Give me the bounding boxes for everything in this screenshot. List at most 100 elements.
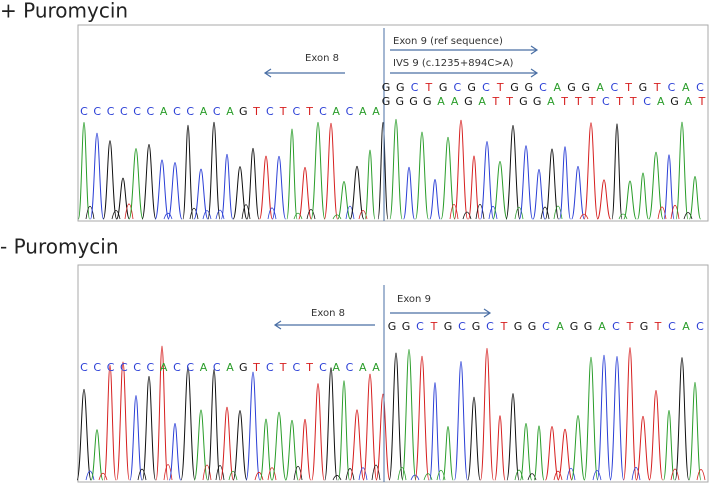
base: A xyxy=(684,95,692,108)
trace-peak xyxy=(674,357,690,481)
trace-peak xyxy=(245,371,261,481)
base: G xyxy=(464,95,473,108)
base: C xyxy=(293,105,301,118)
trace-peak xyxy=(429,178,441,220)
base: T xyxy=(430,320,438,333)
trace-peak xyxy=(362,373,378,481)
trace-peak xyxy=(401,348,417,481)
trace-peak xyxy=(193,409,209,481)
trace-peak xyxy=(637,172,649,220)
trace-peak xyxy=(349,165,365,220)
base: C xyxy=(80,105,88,118)
trace-noise xyxy=(397,466,407,481)
base: A xyxy=(160,105,168,118)
base: C xyxy=(173,105,181,118)
base: G xyxy=(396,81,405,94)
trace-noise xyxy=(332,214,342,220)
trace-peak xyxy=(180,366,196,481)
trace-peak xyxy=(338,380,350,481)
trace-peak xyxy=(271,411,287,481)
trace-peak xyxy=(583,122,599,220)
trace-peak xyxy=(494,415,506,481)
trace-peak xyxy=(168,423,182,481)
trace-peak xyxy=(414,355,430,481)
trace-peak xyxy=(533,425,545,481)
trace-peak xyxy=(454,360,468,481)
trace-noise xyxy=(124,203,134,220)
base: T xyxy=(505,95,513,108)
base: G xyxy=(567,81,576,94)
trace-noise xyxy=(631,467,641,481)
trace-peak xyxy=(142,375,156,481)
trace-peak xyxy=(467,396,481,481)
base: A xyxy=(359,361,367,374)
trace-noise xyxy=(670,468,680,481)
trace-peak xyxy=(76,388,92,481)
trace-noise xyxy=(345,468,355,481)
base: C xyxy=(411,81,419,94)
base: C xyxy=(612,320,620,333)
trace-peak xyxy=(442,426,454,481)
trace-peak xyxy=(116,177,130,220)
trace-peak xyxy=(519,423,533,481)
base: A xyxy=(200,361,208,374)
base: G xyxy=(528,320,537,333)
chromatogram-frame xyxy=(77,264,709,483)
trace-noise xyxy=(202,464,212,481)
trace-peak xyxy=(570,415,586,481)
base: C xyxy=(93,361,101,374)
trace-peak xyxy=(663,154,675,220)
trace-peak xyxy=(596,354,612,481)
trace-peak xyxy=(220,406,234,481)
base: C xyxy=(482,81,490,94)
trace-peak xyxy=(364,149,376,220)
trace-peak xyxy=(415,131,429,220)
base: G xyxy=(382,95,391,108)
trace-noise xyxy=(228,470,238,481)
base: C xyxy=(186,361,194,374)
trace-peak xyxy=(518,145,534,220)
base: C xyxy=(696,320,704,333)
trace-noise xyxy=(189,207,199,220)
trace-peak xyxy=(648,390,664,481)
trace-noise xyxy=(423,473,433,481)
trace-noise xyxy=(592,470,602,481)
base: A xyxy=(598,320,606,333)
base: C xyxy=(266,361,274,374)
base: C xyxy=(133,361,141,374)
arrow xyxy=(263,68,345,78)
trace-peak xyxy=(220,153,234,220)
trace-peak xyxy=(77,121,91,220)
trace-peak xyxy=(688,176,702,220)
base: C xyxy=(147,105,155,118)
trace-peak xyxy=(310,121,326,220)
trace-peak xyxy=(128,148,144,220)
arrow xyxy=(390,68,539,78)
base: C xyxy=(486,320,494,333)
base: A xyxy=(372,105,380,118)
chromatogram xyxy=(77,118,702,220)
base: A xyxy=(372,361,380,374)
base: T xyxy=(305,105,313,118)
base: T xyxy=(492,95,500,108)
base: A xyxy=(200,105,208,118)
base: G xyxy=(472,320,481,333)
base: T xyxy=(252,361,260,374)
trace-peak xyxy=(468,155,480,220)
trace-peak xyxy=(559,146,571,220)
trace-peak xyxy=(544,426,560,481)
base: C xyxy=(539,81,547,94)
base: A xyxy=(437,95,445,108)
base: C xyxy=(611,81,619,94)
base: C xyxy=(93,105,101,118)
trace-noise xyxy=(267,467,277,481)
trace-noise xyxy=(410,474,420,481)
trace-peak xyxy=(182,124,194,220)
trace-noise xyxy=(345,205,355,220)
base: A xyxy=(682,81,690,94)
trace-peak xyxy=(663,410,675,481)
